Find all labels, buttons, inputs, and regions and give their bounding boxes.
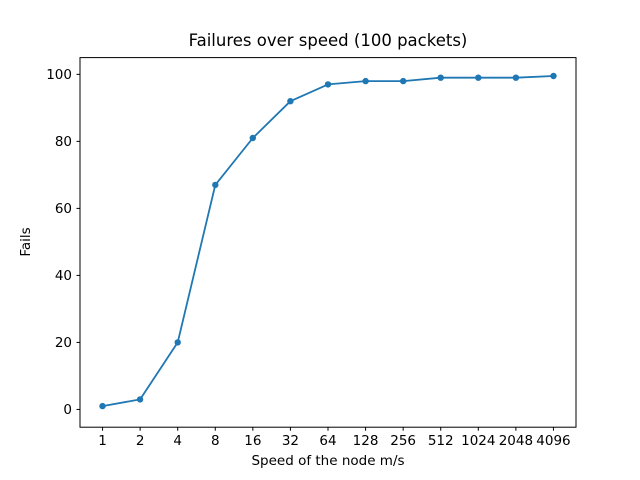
chart-title: Failures over speed (100 packets) — [188, 31, 468, 50]
x-tick-label: 2 — [136, 433, 145, 449]
x-tick-label: 32 — [282, 433, 299, 449]
x-tick-label: 64 — [319, 433, 336, 449]
data-point — [136, 396, 144, 403]
data-point — [437, 74, 444, 81]
x-tick-label: 2048 — [499, 433, 533, 449]
x-tick-label: 1024 — [461, 433, 495, 449]
y-axis-label: Fails — [18, 227, 34, 257]
data-point — [475, 74, 482, 81]
data-point — [249, 134, 256, 142]
x-tick-label: 8 — [211, 433, 220, 449]
series-line — [101, 75, 555, 407]
y-tick-label: 100 — [46, 67, 72, 83]
data-point — [362, 77, 369, 85]
data-point — [400, 77, 407, 85]
x-axis-label: Speed of the node m/s — [251, 453, 405, 469]
data-point — [174, 339, 181, 346]
x-tick-label: 4 — [173, 433, 182, 449]
y-tick-label: 0 — [63, 402, 72, 418]
x-tick-label: 512 — [428, 433, 454, 449]
data-point — [324, 81, 332, 88]
x-tick-label: 128 — [353, 433, 379, 449]
y-tick-label: 60 — [55, 201, 72, 217]
x-tick-label: 4096 — [536, 433, 570, 449]
axes-box — [79, 57, 577, 428]
y-tick-label: 40 — [55, 268, 72, 284]
data-point — [287, 98, 294, 105]
data-point — [212, 181, 219, 189]
x-tick-label: 1 — [98, 433, 107, 449]
y-tick-label: 20 — [55, 335, 72, 351]
data-point — [550, 72, 557, 80]
x-tick-label: 256 — [390, 433, 416, 449]
data-point — [99, 402, 106, 410]
x-tick-label: 16 — [244, 433, 261, 449]
data-point — [512, 74, 520, 81]
y-tick-label: 80 — [55, 134, 72, 150]
